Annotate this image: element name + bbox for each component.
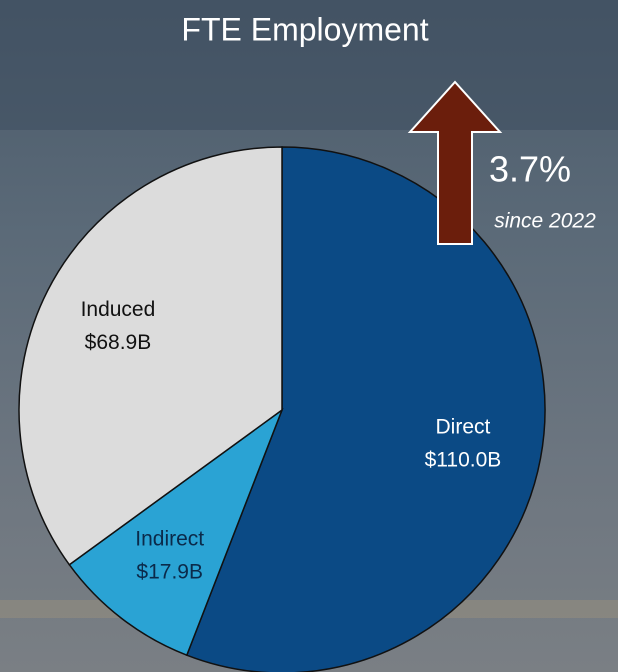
chart-title: FTE Employment	[181, 11, 428, 47]
pie-slice	[68, 407, 284, 657]
pie-slice	[18, 146, 283, 566]
change-value: 3.7%	[489, 149, 571, 190]
change-note: since 2022	[494, 210, 596, 233]
slice-label: Direct	[436, 415, 491, 438]
slice-label: Induced	[81, 298, 156, 321]
background-band	[0, 0, 618, 130]
pie: Direct $110.0B Indirect $17.9B Induced $68.9B	[18, 146, 546, 672]
value-label: $68.9B	[85, 331, 152, 354]
slice-label: Indirect	[135, 527, 204, 550]
value-label: $17.9B	[136, 560, 203, 583]
value-label: $110.0B	[425, 448, 502, 471]
pie-slice	[185, 146, 546, 672]
up-arrow	[407, 80, 503, 245]
